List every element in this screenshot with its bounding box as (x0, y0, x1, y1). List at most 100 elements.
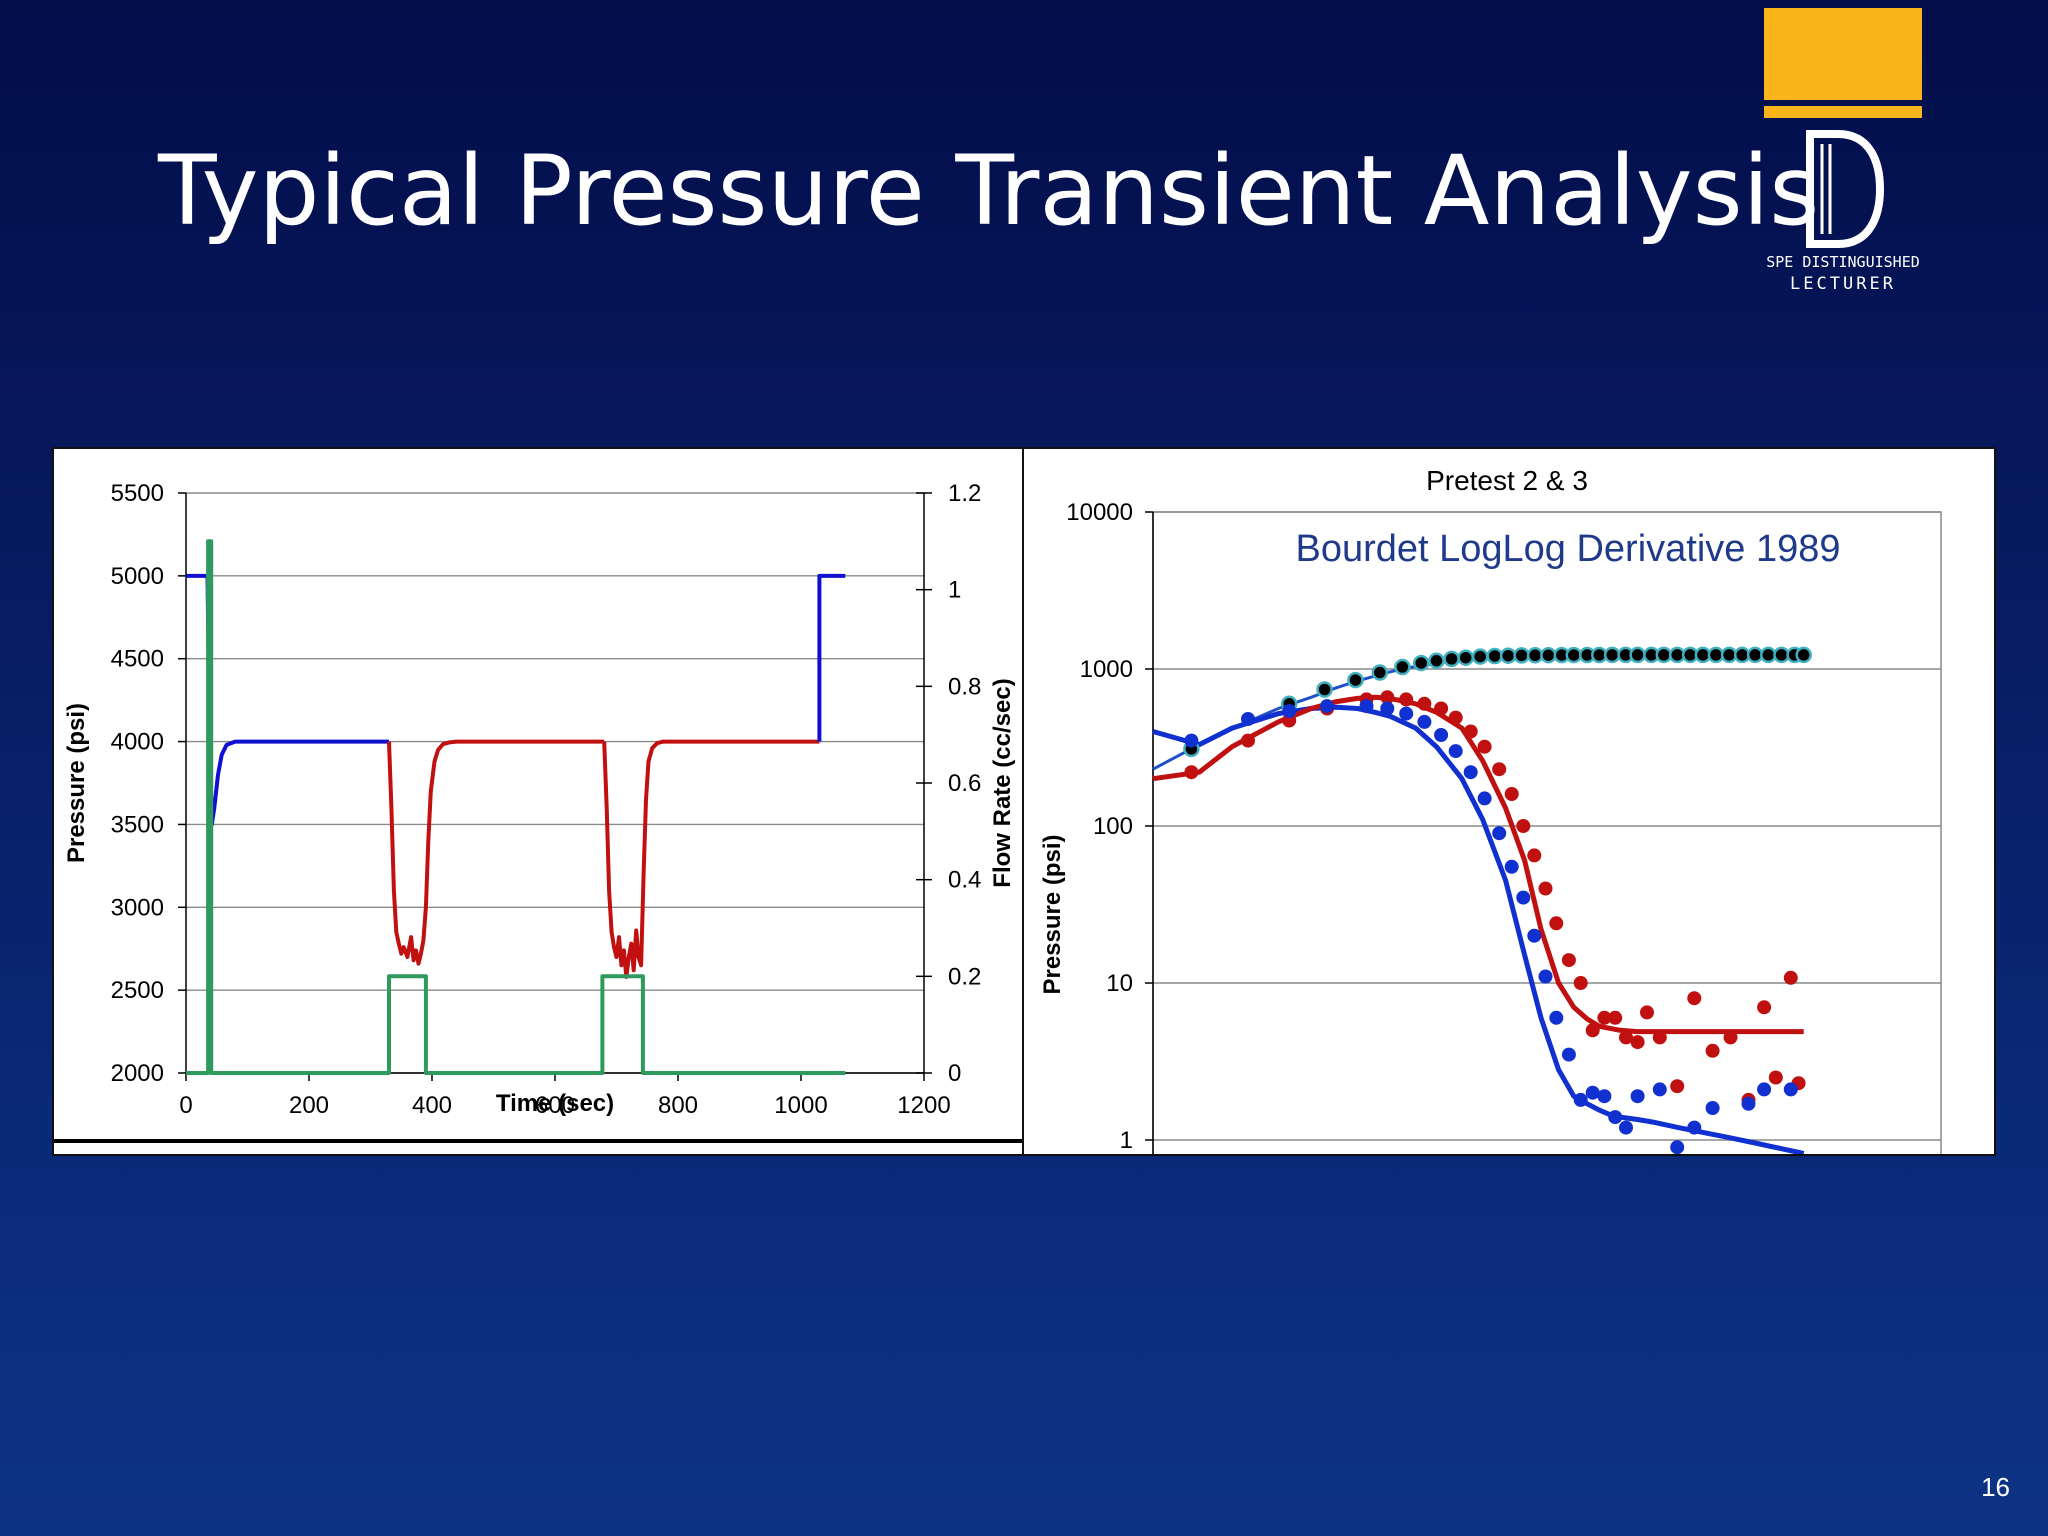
y-tick-label: 3000 (111, 894, 164, 921)
page-number: 16 (1981, 1472, 2010, 1502)
data-point-5 (1359, 699, 1374, 714)
data-point-4 (1608, 1010, 1623, 1025)
data-point-0 (1655, 646, 1673, 664)
left-chart-panel: 2000 2500 3000 3500 4000 4500 5000 5500 0 200 400 6… (52, 447, 1024, 1435)
y-tick-label: 10 (1106, 970, 1133, 997)
data-point-4 (1504, 787, 1519, 801)
y2-axis-label: Flow Rate (cc/sec) (989, 678, 1016, 887)
data-point-5 (1585, 1085, 1600, 1100)
data-point-5 (1538, 969, 1553, 984)
data-point-4 (1561, 953, 1576, 968)
y-axis-label: Pressure (psi) (63, 703, 90, 863)
y-tick-label: 4000 (111, 729, 164, 756)
data-point-5 (1597, 1089, 1612, 1104)
x-tick-label: 0 (179, 1092, 192, 1119)
data-point-4 (1538, 881, 1553, 896)
x-tick-label: 1000 (774, 1092, 827, 1119)
data-point-5 (1741, 1096, 1756, 1111)
data-point-5 (1184, 733, 1199, 748)
x-tick-label: 1200 (897, 1092, 950, 1119)
y-tick-label: 5000 (111, 563, 164, 590)
data-point-5 (1608, 1110, 1623, 1125)
data-point-0 (1795, 646, 1812, 664)
y2-tick-label: 0.8 (948, 673, 981, 700)
series-line-4 (186, 539, 846, 1075)
logo-text-line2: LECTURER (1790, 274, 1896, 294)
data-point-5 (1241, 712, 1255, 726)
data-point-0 (1428, 652, 1445, 669)
series-line-3 (817, 573, 846, 742)
y2-tick-label: 1 (948, 577, 961, 604)
data-point-0 (1513, 647, 1530, 664)
data-point-0 (1707, 646, 1725, 664)
data-point-4 (1757, 1000, 1772, 1015)
data-point-5 (1561, 1047, 1576, 1062)
data-point-5 (1670, 1140, 1685, 1155)
data-point-5 (1320, 699, 1335, 714)
logo-d-letter-icon (1806, 130, 1884, 248)
data-point-4 (1573, 976, 1588, 990)
y-axis-label: Pressure (psi) (1039, 834, 1066, 994)
data-point-4 (1492, 762, 1507, 777)
chart-annotation: Bourdet LogLog Derivative 1989 (1295, 528, 1840, 570)
logo-accent-stripe (1764, 106, 1922, 118)
data-point-0 (1412, 654, 1430, 672)
y-tick-label: 1000 (1080, 656, 1133, 683)
data-point-4 (1652, 1030, 1667, 1045)
data-point-4 (1463, 724, 1478, 739)
data-point-0 (1526, 647, 1544, 664)
y2-tick-label: 0.2 (948, 963, 981, 990)
y2-tick-label: 0.4 (948, 867, 981, 894)
y-tick-label: 2000 (111, 1060, 164, 1087)
data-point-4 (1448, 710, 1463, 725)
data-point-0 (1760, 646, 1777, 664)
pressure-rate-chart: 2000 2500 3000 3500 4000 4500 5000 5500 0 200 400 6… (54, 480, 1022, 1435)
data-point-0 (1347, 671, 1364, 689)
slide-title: Typical Pressure Transient Analysis (158, 135, 1820, 247)
y-tick-label: 4500 (111, 646, 164, 673)
series-line-0 (186, 573, 389, 827)
data-point-5 (1630, 1089, 1645, 1104)
series-line-2 (602, 739, 820, 979)
data-point-0 (1394, 658, 1411, 676)
data-point-0 (1499, 647, 1517, 664)
data-point-5 (1380, 701, 1395, 716)
right-chart-panel: 0.11101001000100001101001000Pretest 2 & … (1022, 447, 1996, 1415)
y-tick-label: 2500 (111, 977, 164, 1004)
data-point-5 (1619, 1120, 1633, 1135)
x-tick-label: 800 (658, 1092, 698, 1119)
spe-distinguished-lecturer-logo: SPE DISTINGUISHED LECTURER (1764, 8, 1922, 298)
plot-area (1152, 511, 1942, 1298)
data-point-5 (1783, 1082, 1798, 1097)
logo-text-line1: SPE DISTINGUISHED (1766, 253, 1920, 271)
data-point-0 (1629, 646, 1646, 664)
data-point-5 (1417, 714, 1432, 729)
y2-tick-label: 0.6 (948, 770, 981, 797)
data-point-5 (1448, 744, 1463, 759)
data-point-4 (1516, 819, 1531, 833)
data-point-4 (1783, 970, 1798, 985)
bourdet-loglog-chart: 0.11101001000100001101001000Pretest 2 & … (1039, 465, 1968, 1415)
y-tick-label: 10000 (1066, 499, 1133, 526)
data-point-5 (1463, 765, 1478, 780)
data-point-4 (1640, 1005, 1654, 1020)
x-tick-label: 200 (289, 1092, 329, 1119)
data-point-5 (1652, 1082, 1667, 1097)
data-point-4 (1619, 1030, 1633, 1045)
data-point-4 (1549, 916, 1564, 931)
data-point-4 (1597, 1010, 1612, 1025)
data-point-4 (1417, 696, 1432, 711)
data-point-0 (1603, 646, 1621, 664)
y-tick-label: 1 (1120, 1127, 1133, 1154)
data-point-5 (1705, 1101, 1720, 1115)
x-tick-label: 600 (535, 1092, 575, 1119)
data-point-5 (1549, 1010, 1564, 1025)
y2-tick-label: 1.2 (948, 480, 981, 507)
data-point-0 (1457, 649, 1474, 666)
data-point-4 (1527, 848, 1542, 863)
data-point-0 (1486, 647, 1503, 665)
data-point-5 (1434, 728, 1449, 742)
data-point-4 (1687, 991, 1702, 1006)
data-point-0 (1565, 646, 1583, 664)
series-line-3 (1152, 694, 1804, 1035)
